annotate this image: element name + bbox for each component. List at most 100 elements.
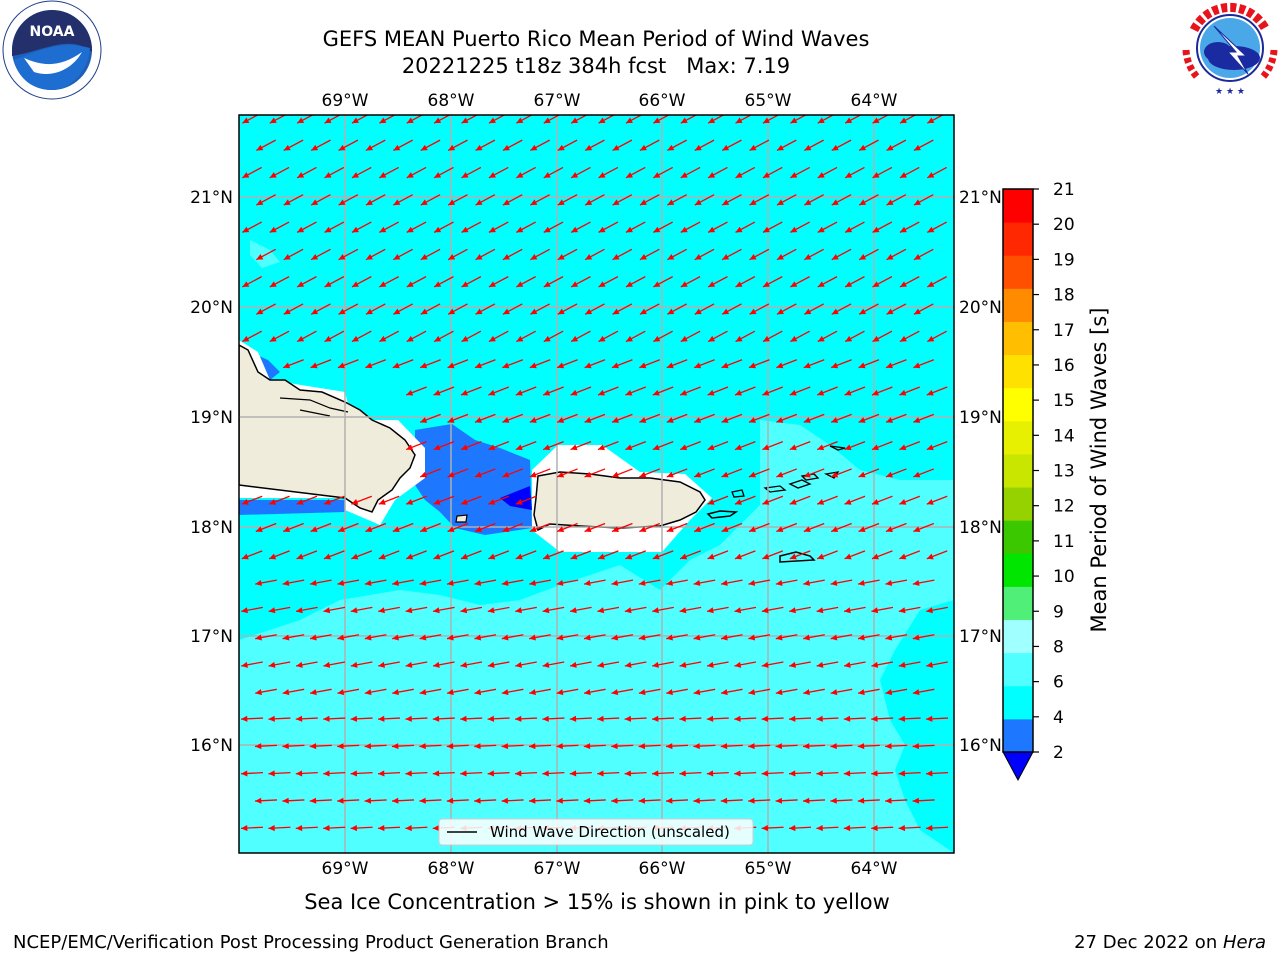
wind-arrow-head (364, 579, 372, 586)
wind-arrow-head (899, 172, 907, 178)
wind-arrow-head (721, 417, 729, 423)
wind-arrow-head (734, 661, 742, 668)
lat-labels-left: 21°N 20°N 19°N 18°N 17°N 16°N (190, 188, 233, 756)
wind-arrow-head (337, 526, 345, 533)
footer-date-text: 27 Dec 2022 on (1074, 932, 1223, 953)
wind-arrow-head (899, 499, 907, 505)
wind-arrow-head (776, 526, 784, 533)
wind-arrow-head (734, 389, 742, 396)
wind-arrow-head (282, 634, 290, 641)
colorbar-tick-label: 15 (1053, 391, 1075, 411)
wind-arrow-head (857, 797, 865, 804)
wind-arrow-head (612, 144, 620, 151)
wind-arrow-head (679, 661, 687, 668)
wind-arrow-head (898, 607, 906, 614)
wind-arrow-head (543, 117, 551, 124)
wind-arrow-head (460, 553, 468, 560)
wind-arrow-head (817, 172, 825, 178)
wind-arrow-head (420, 417, 428, 423)
wind-arrow-head (337, 689, 345, 696)
wind-arrow-head (365, 199, 373, 206)
wind-arrow-head (926, 553, 934, 560)
wind-arrow-head (569, 715, 577, 722)
wind-arrow-head (831, 362, 839, 369)
wind-arrow-head (337, 579, 345, 586)
wind-arrow-head (885, 797, 892, 804)
wind-arrow-head (447, 579, 454, 586)
wind-arrow-head (899, 553, 907, 560)
wind-arrow-head (913, 308, 921, 315)
wind-arrow-head (283, 526, 291, 533)
wind-arrow-head (817, 335, 825, 342)
wind-arrow-head (379, 172, 387, 178)
nws-logo: ★ ★ ★ (1178, 0, 1280, 100)
wind-arrow-head (488, 172, 496, 178)
wind-arrow-head (351, 117, 359, 124)
wind-arrow-head (666, 579, 673, 586)
wind-arrow-head (612, 199, 620, 206)
lat-label-left: 20°N (190, 298, 233, 318)
wind-arrow-head (474, 689, 482, 696)
wind-arrow-head (639, 254, 647, 260)
wind-arrow-head (461, 117, 469, 124)
wind-arrow-head (652, 715, 659, 722)
ocean-field-below-2 (500, 486, 532, 510)
wind-arrow-head (707, 389, 715, 396)
wind-arrow-head (557, 362, 565, 369)
wind-arrow-head (734, 770, 741, 777)
wind-arrow-head (420, 308, 428, 315)
wind-arrow-head (720, 743, 728, 750)
wind-arrow-head (310, 689, 317, 696)
wind-arrow-head (762, 117, 770, 124)
wind-arrow-head (843, 770, 851, 777)
wind-arrow-head (310, 634, 317, 641)
wind-arrow-head (447, 471, 455, 478)
wind-arrow-head (612, 308, 620, 315)
wind-arrow-head (667, 199, 675, 206)
wind-arrow-head (324, 335, 332, 342)
wind-arrow-head (571, 281, 579, 287)
wind-arrow-head (556, 634, 564, 641)
wind-arrow-head (625, 335, 633, 342)
wind-arrow-head (652, 389, 660, 396)
colorbar-segment (1003, 685, 1033, 720)
wind-arrow-head (297, 117, 305, 124)
lat-label-left: 19°N (190, 408, 233, 428)
wind-arrow-head (830, 579, 838, 586)
wind-arrow-head (899, 335, 907, 342)
wind-arrow-head (803, 689, 810, 696)
wind-arrow-head (488, 281, 496, 287)
wind-arrow-head (598, 172, 606, 178)
wind-arrow-head (447, 362, 455, 369)
wind-arrow-head (652, 444, 660, 451)
wind-arrow-head (501, 689, 509, 696)
wind-arrow-head (885, 579, 893, 586)
wind-arrow-head (680, 335, 688, 342)
lat-label-left: 21°N (190, 188, 233, 208)
wind-arrow-head (804, 144, 812, 151)
wind-arrow-head (297, 226, 305, 233)
wind-arrow-head (365, 362, 373, 369)
wind-arrow-head (433, 444, 441, 451)
wind-arrow-head (557, 254, 565, 260)
wind-arrow-head (845, 172, 853, 178)
wind-arrow-head (255, 797, 262, 804)
wind-arrow-head (927, 335, 935, 342)
wind-arrow-head (420, 254, 428, 260)
wind-arrow-head (350, 715, 358, 722)
wind-arrow-head (420, 144, 428, 151)
wind-arrow-head (694, 199, 702, 206)
wind-arrow-head (927, 226, 935, 233)
wind-arrow-head (624, 715, 632, 722)
wind-arrow-head (927, 172, 935, 178)
wind-arrow-head (597, 444, 605, 451)
wind-arrow-head (447, 689, 454, 696)
wind-arrow-head (885, 743, 892, 750)
wind-arrow-head (543, 335, 551, 342)
wind-arrow-head (502, 362, 510, 369)
wind-arrow-head (926, 607, 933, 614)
wind-arrow-head (843, 715, 851, 722)
wind-arrow-head (926, 444, 934, 451)
wind-arrow-head (831, 308, 839, 315)
land-vieques (706, 510, 739, 519)
